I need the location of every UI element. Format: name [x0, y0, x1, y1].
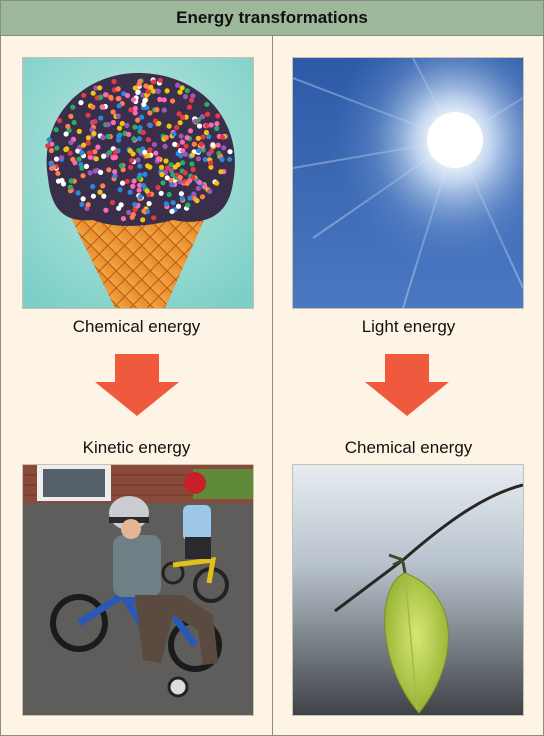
right-top-label: Light energy [361, 317, 456, 336]
ice-cream-photo [22, 57, 254, 309]
leaf-photo [292, 464, 524, 716]
column-divider [272, 36, 273, 735]
right-bottom-label: Chemical energy [344, 438, 473, 457]
diagram-title: Energy transformations [1, 1, 543, 36]
left-top-label: Chemical energy [72, 317, 201, 336]
right-down-arrow [365, 354, 449, 416]
left-down-arrow [95, 354, 179, 416]
sun-photo [292, 57, 524, 309]
left-bottom-label: Kinetic energy [82, 438, 191, 457]
bicycles-photo [22, 464, 254, 716]
